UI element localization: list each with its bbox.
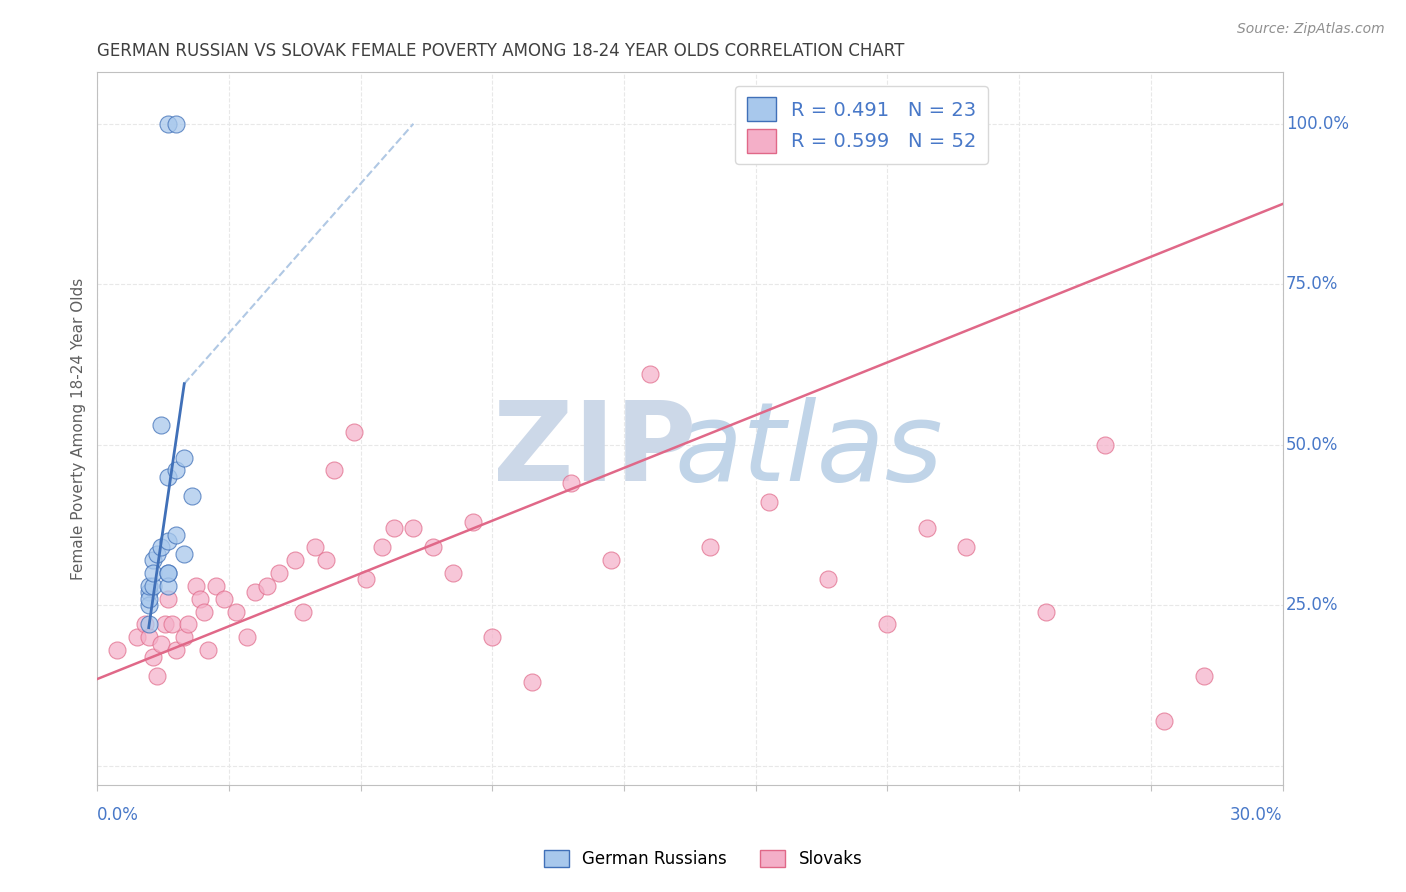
Point [1153,714,1175,728]
Point [157,117,180,131]
Point [173,450,195,465]
Point [600,553,623,567]
Point [142,579,165,593]
Point [157,566,180,580]
Y-axis label: Female Poverty Among 18-24 Year Olds: Female Poverty Among 18-24 Year Olds [72,277,86,580]
Point [640,367,662,381]
Text: 0.0%: 0.0% [97,806,139,824]
Point [165,643,187,657]
Point [212,591,235,606]
Point [955,541,977,555]
Point [876,617,898,632]
Point [245,585,267,599]
Point [184,579,207,593]
Point [149,637,172,651]
Point [197,643,219,657]
Point [422,541,444,555]
Point [149,418,172,433]
Point [402,521,425,535]
Point [915,521,938,535]
Point [256,579,278,593]
Point [181,489,204,503]
Point [343,425,366,439]
Point [315,553,337,567]
Point [461,515,484,529]
Point [699,541,721,555]
Text: 30.0%: 30.0% [1230,806,1282,824]
Point [291,605,314,619]
Point [138,585,160,599]
Point [142,553,165,567]
Text: 25.0%: 25.0% [1286,596,1339,615]
Point [225,605,247,619]
Point [157,470,180,484]
Point [157,566,180,580]
Point [817,573,839,587]
Point [173,547,195,561]
Point [142,649,165,664]
Text: 75.0%: 75.0% [1286,276,1339,293]
Point [323,463,346,477]
Point [382,521,405,535]
Point [267,566,290,580]
Point [145,547,167,561]
Point [138,617,160,632]
Point [520,675,543,690]
Point [354,573,377,587]
Point [157,579,180,593]
Point [441,566,464,580]
Point [284,553,307,567]
Text: atlas: atlas [673,397,943,503]
Legend: R = 0.491   N = 23, R = 0.599   N = 52: R = 0.491 N = 23, R = 0.599 N = 52 [735,86,988,164]
Point [138,598,160,612]
Point [193,605,215,619]
Point [758,495,780,509]
Point [153,617,176,632]
Point [177,617,200,632]
Point [371,541,394,555]
Point [236,630,259,644]
Point [481,630,503,644]
Point [149,541,172,555]
Point [165,463,187,477]
Text: 50.0%: 50.0% [1286,435,1339,454]
Point [165,117,187,131]
Point [205,579,228,593]
Point [142,566,165,580]
Point [188,591,211,606]
Point [138,579,160,593]
Point [105,643,128,657]
Point [560,476,582,491]
Text: 100.0%: 100.0% [1286,115,1350,133]
Text: GERMAN RUSSIAN VS SLOVAK FEMALE POVERTY AMONG 18-24 YEAR OLDS CORRELATION CHART: GERMAN RUSSIAN VS SLOVAK FEMALE POVERTY … [97,42,904,60]
Point [304,541,326,555]
Point [173,630,195,644]
Point [1035,605,1057,619]
Point [138,591,160,606]
Point [1192,669,1215,683]
Point [134,617,156,632]
Text: ZIP: ZIP [494,397,697,503]
Point [162,617,184,632]
Point [1094,438,1116,452]
Point [157,533,180,548]
Legend: German Russians, Slovaks: German Russians, Slovaks [537,843,869,875]
Point [165,527,187,541]
Point [138,630,160,644]
Point [145,669,167,683]
Text: Source: ZipAtlas.com: Source: ZipAtlas.com [1237,22,1385,37]
Point [125,630,148,644]
Point [157,591,180,606]
